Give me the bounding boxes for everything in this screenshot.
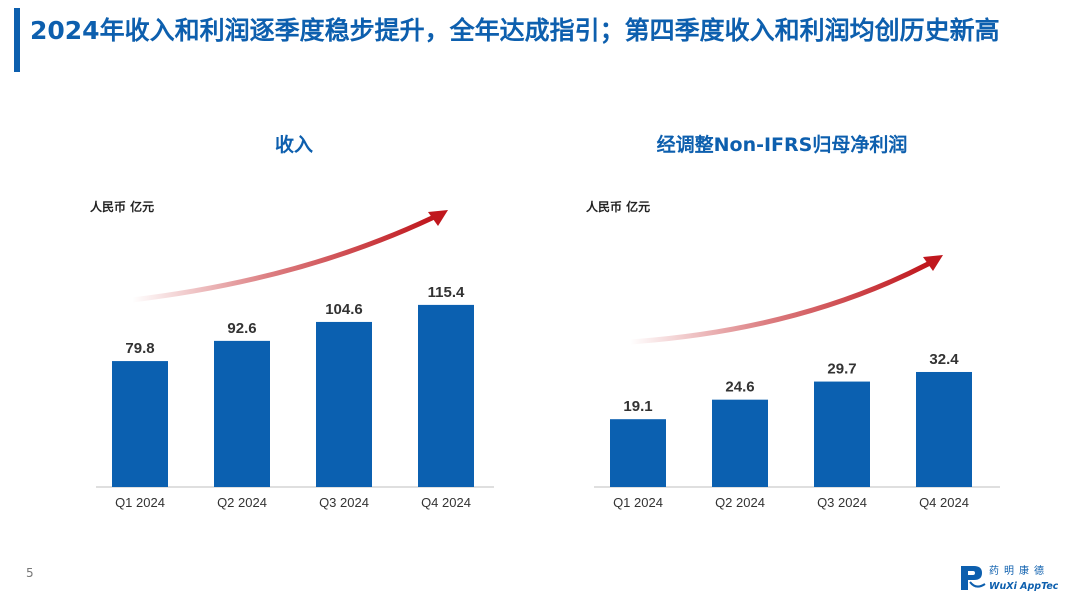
revenue-value-label-3: 104.6 xyxy=(325,301,363,318)
revenue-chart: 收入 人民币 亿元 79.8 Q1 2024 92.6 Q2 2024 104.6 Q3 … xyxy=(90,134,494,510)
revenue-trend-arrowhead xyxy=(428,210,448,226)
profit-value-label-2: 24.6 xyxy=(725,379,754,396)
revenue-unit-label: 人民币 亿元 xyxy=(90,200,155,214)
revenue-plot: 79.8 Q1 2024 92.6 Q2 2024 104.6 Q3 2024 115.4 Q… xyxy=(96,210,494,510)
revenue-trend-arrow xyxy=(129,215,435,303)
logo-text-cn: 药明康德 xyxy=(989,564,1049,577)
profit-trend-arrow xyxy=(627,261,931,345)
revenue-category-label-3: Q3 2024 xyxy=(319,495,369,510)
logo-text-en: WuXi AppTec xyxy=(989,581,1058,592)
profit-chart-title: 经调整Non-IFRS归母净利润 xyxy=(656,134,908,156)
revenue-bar-3 xyxy=(316,321,372,487)
revenue-value-label-4: 115.4 xyxy=(428,284,465,301)
profit-value-label-4: 32.4 xyxy=(929,351,959,368)
revenue-bar-1 xyxy=(112,361,168,487)
profit-bar-2 xyxy=(712,399,768,487)
revenue-value-label-1: 79.8 xyxy=(125,340,154,357)
profit-value-label-1: 19.1 xyxy=(623,398,652,415)
profit-chart: 经调整Non-IFRS归母净利润 人民币 亿元 19.1 Q1 2024 24.6 Q… xyxy=(540,0,1080,602)
revenue-bar-4 xyxy=(418,304,474,487)
company-logo: 药明康德 WuXi AppTec xyxy=(958,560,1059,598)
profit-unit-label: 人民币 亿元 xyxy=(586,200,651,214)
revenue-value-label-2: 92.6 xyxy=(227,320,256,337)
profit-trend-arrowhead xyxy=(923,255,943,271)
title-accent-bar xyxy=(14,8,20,72)
slide-title: 2024年收入和利润逐季度稳步提升，全年达成指引；第四季度收入和利润均创历史新高 xyxy=(30,16,1000,45)
revenue-bar-2 xyxy=(214,340,270,487)
page-number: 5 xyxy=(26,566,34,580)
profit-bar-3 xyxy=(814,381,870,487)
revenue-category-label-2: Q2 2024 xyxy=(217,495,267,510)
profit-category-label-3: Q3 2024 xyxy=(817,495,867,510)
profit-value-label-3: 29.7 xyxy=(827,361,856,378)
profit-bar-1 xyxy=(610,419,666,487)
profit-plot: 19.1 Q1 2024 24.6 Q2 2024 29.7 Q3 2024 32.4 Q4 … xyxy=(594,255,1000,510)
revenue-chart-title: 收入 xyxy=(274,134,313,156)
revenue-category-label-4: Q4 2024 xyxy=(421,495,471,510)
profit-category-label-1: Q1 2024 xyxy=(613,495,663,510)
profit-category-label-4: Q4 2024 xyxy=(919,495,969,510)
revenue-category-label-1: Q1 2024 xyxy=(115,495,165,510)
profit-category-label-2: Q2 2024 xyxy=(715,495,765,510)
profit-bar-4 xyxy=(916,371,972,487)
